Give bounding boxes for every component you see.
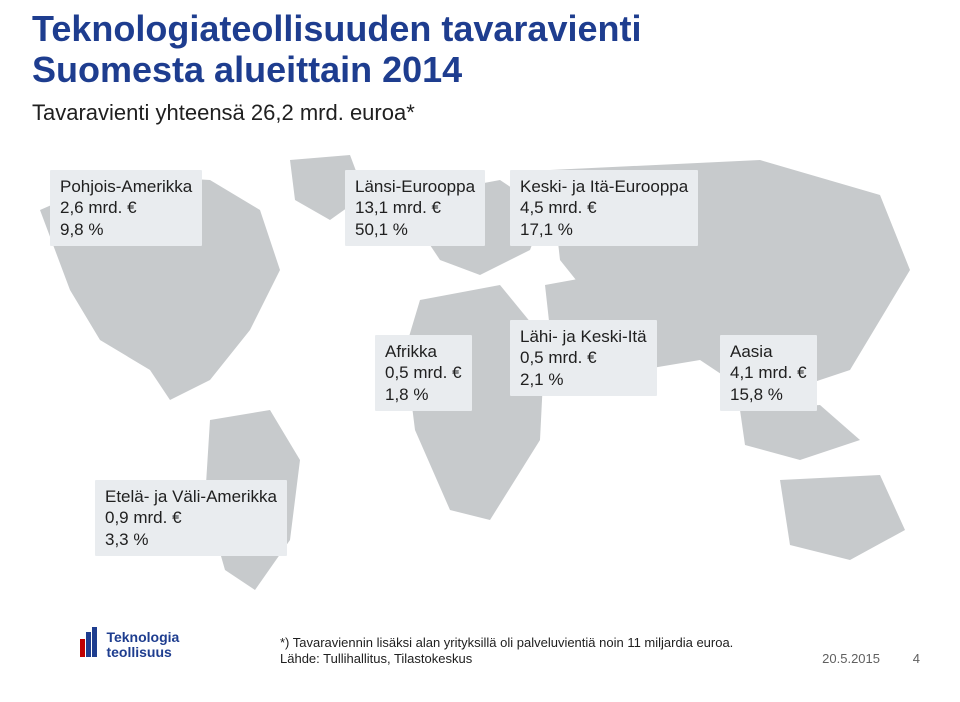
region-value: 0,5 mrd. € xyxy=(385,362,462,383)
region-pct: 2,1 % xyxy=(520,369,647,390)
brand-line2: teollisuus xyxy=(106,644,171,660)
region-pct: 15,8 % xyxy=(730,384,807,405)
region-value: 13,1 mrd. € xyxy=(355,197,475,218)
region-pct: 3,3 % xyxy=(105,529,277,550)
region-pct: 9,8 % xyxy=(60,219,192,240)
region-pct: 1,8 % xyxy=(385,384,462,405)
region-name: Pohjois-Amerikka xyxy=(60,176,192,197)
region-value: 2,6 mrd. € xyxy=(60,197,192,218)
brand-line1: Teknologia xyxy=(106,629,179,645)
page-number: 4 xyxy=(913,651,920,666)
region-box-af: Afrikka 0,5 mrd. € 1,8 % xyxy=(375,335,472,411)
region-box-cee: Keski- ja Itä-Eurooppa 4,5 mrd. € 17,1 % xyxy=(510,170,698,246)
slide-subtitle: Tavaravienti yhteensä 26,2 mrd. euroa* xyxy=(32,100,415,126)
title-line1: Teknologiateollisuuden tavaravienti xyxy=(32,8,641,49)
logo-bars-icon xyxy=(80,627,98,662)
region-box-me: Lähi- ja Keski-Itä 0,5 mrd. € 2,1 % xyxy=(510,320,657,396)
region-pct: 17,1 % xyxy=(520,219,688,240)
region-name: Lähi- ja Keski-Itä xyxy=(520,326,647,347)
slide-date: 20.5.2015 xyxy=(822,651,880,666)
region-value: 0,5 mrd. € xyxy=(520,347,647,368)
footnote: *) Tavaraviennin lisäksi alan yrityksill… xyxy=(280,635,733,650)
brand-logo: Teknologia teollisuus xyxy=(80,627,179,662)
region-box-na: Pohjois-Amerikka 2,6 mrd. € 9,8 % xyxy=(50,170,202,246)
region-name: Afrikka xyxy=(385,341,462,362)
region-name: Aasia xyxy=(730,341,807,362)
slide-title: Teknologiateollisuuden tavaravienti Suom… xyxy=(32,8,641,91)
source-line: Lähde: Tullihallitus, Tilastokeskus xyxy=(280,651,472,666)
region-value: 4,5 mrd. € xyxy=(520,197,688,218)
region-pct: 50,1 % xyxy=(355,219,475,240)
region-name: Etelä- ja Väli-Amerikka xyxy=(105,486,277,507)
region-box-sa: Etelä- ja Väli-Amerikka 0,9 mrd. € 3,3 % xyxy=(95,480,287,556)
region-name: Keski- ja Itä-Eurooppa xyxy=(520,176,688,197)
region-value: 0,9 mrd. € xyxy=(105,507,277,528)
title-line2: Suomesta alueittain 2014 xyxy=(32,49,462,90)
region-name: Länsi-Eurooppa xyxy=(355,176,475,197)
region-box-we: Länsi-Eurooppa 13,1 mrd. € 50,1 % xyxy=(345,170,485,246)
region-value: 4,1 mrd. € xyxy=(730,362,807,383)
brand-text: Teknologia teollisuus xyxy=(106,630,179,659)
region-box-asia: Aasia 4,1 mrd. € 15,8 % xyxy=(720,335,817,411)
